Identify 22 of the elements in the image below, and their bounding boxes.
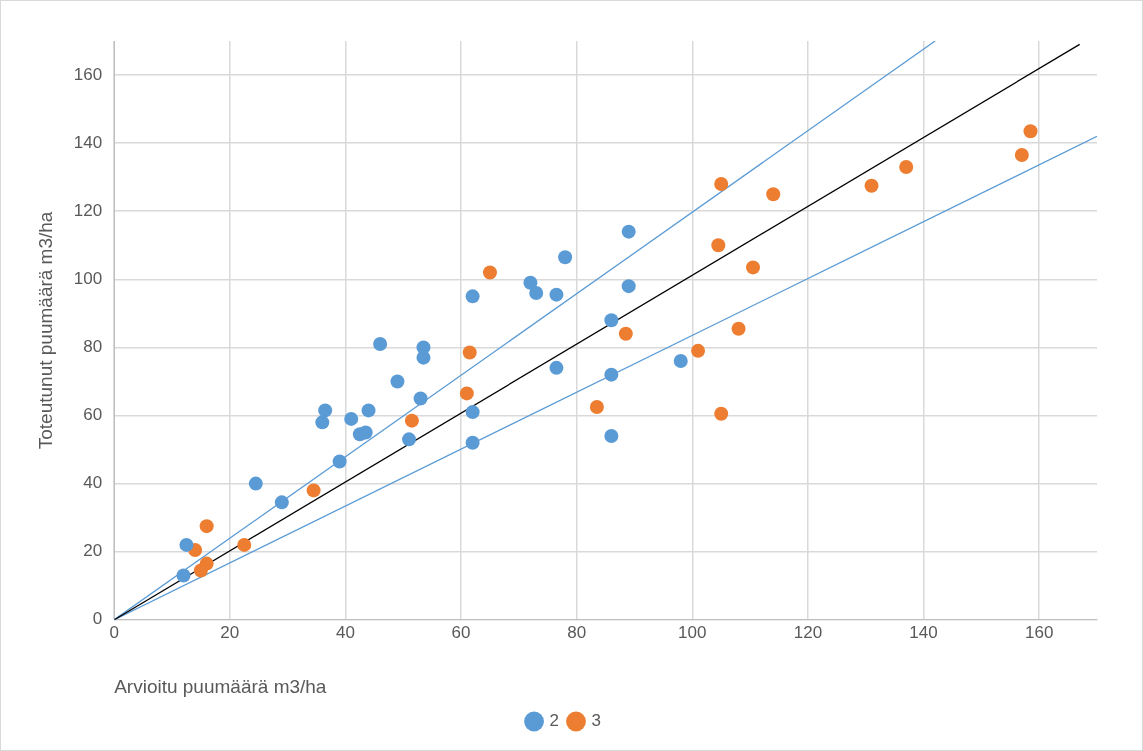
legend-label: 2 [549, 711, 560, 731]
legend-label: 3 [591, 711, 601, 731]
y-tick-label: 100 [73, 269, 103, 289]
y-tick-label: 160 [73, 64, 103, 84]
x-tick-label: 0 [109, 622, 119, 642]
y-tick-label: 40 [83, 473, 103, 493]
x-tick-label: 20 [220, 622, 240, 642]
y-tick-label: 20 [83, 541, 103, 561]
x-tick-label: 100 [678, 622, 707, 642]
x-tick-label: 140 [909, 622, 938, 642]
y-tick-label: 0 [92, 609, 103, 629]
y-tick-label: 120 [73, 200, 103, 220]
x-tick-label: 120 [793, 622, 823, 642]
x-tick-label: 80 [567, 622, 587, 642]
y-axis-title: Toteutunut puumäärä m3/ha [34, 211, 56, 450]
x-tick-label: 160 [1025, 622, 1054, 642]
x-tick-label: 60 [451, 622, 471, 642]
x-tick-label: 40 [335, 622, 355, 642]
y-tick-label: 140 [73, 132, 103, 152]
y-tick-label: 60 [83, 405, 103, 425]
y-tick-label: 80 [83, 337, 103, 357]
x-axis-title: Arvioitu puumäärä m3/ha [114, 675, 327, 697]
